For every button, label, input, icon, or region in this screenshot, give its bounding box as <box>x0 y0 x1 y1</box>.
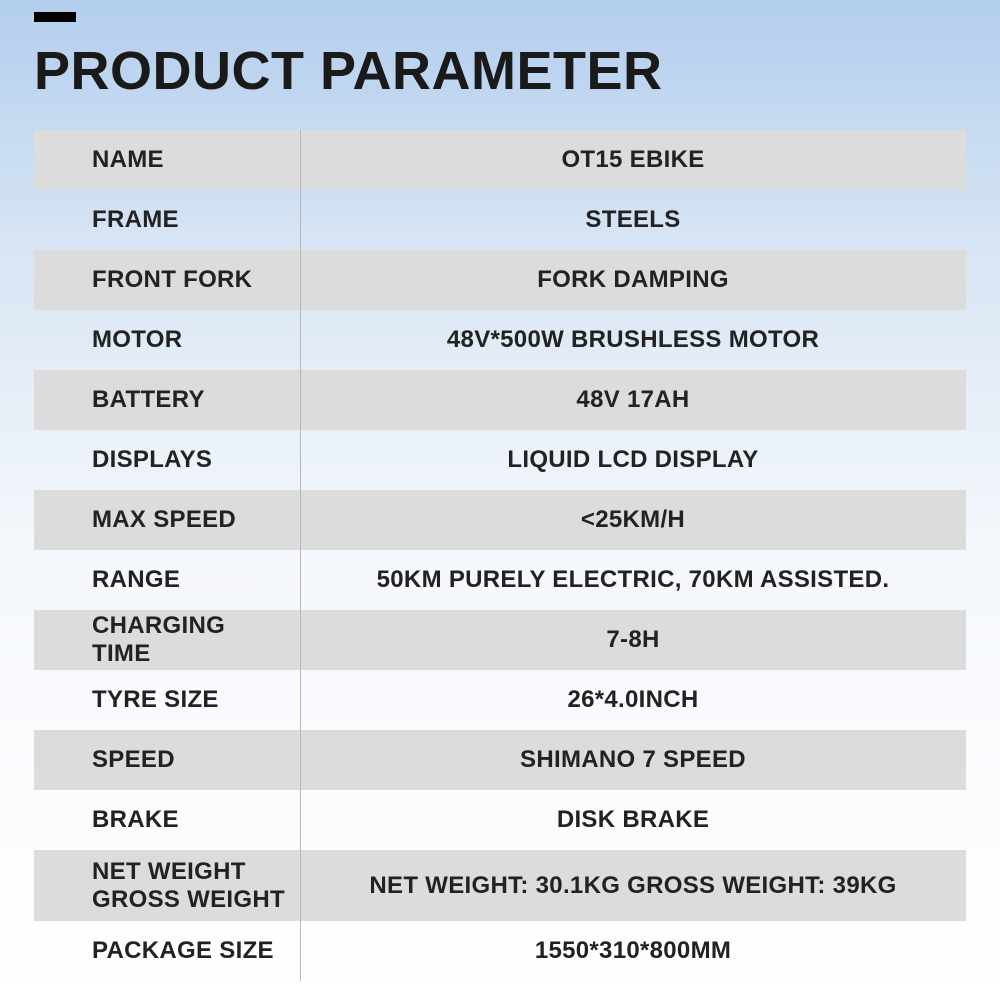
spec-label: DISPLAYS <box>34 446 300 474</box>
spec-label: BRAKE <box>34 806 300 834</box>
spec-value: NET WEIGHT: 30.1KG GROSS WEIGHT: 39KG <box>300 872 966 900</box>
spec-value: SHIMANO 7 SPEED <box>300 746 966 774</box>
spec-value: 7-8H <box>300 626 966 654</box>
table-row: BRAKEDISK BRAKE <box>34 790 966 850</box>
spec-label: FRAME <box>34 206 300 234</box>
table-row: NET WEIGHT GROSS WEIGHTNET WEIGHT: 30.1K… <box>34 850 966 921</box>
spec-label: CHARGING TIME <box>34 612 300 668</box>
table-row: RANGE50KM PURELY ELECTRIC, 70KM ASSISTED… <box>34 550 966 610</box>
page-container: PRODUCT PARAMETER NAMEOT15 EBIKEFRAMESTE… <box>0 0 1000 981</box>
table-row: DISPLAYSLIQUID LCD DISPLAY <box>34 430 966 490</box>
spec-value: LIQUID LCD DISPLAY <box>300 446 966 474</box>
spec-label: BATTERY <box>34 386 300 414</box>
spec-value: 48V 17AH <box>300 386 966 414</box>
spec-value: OT15 EBIKE <box>300 146 966 174</box>
page-title: PRODUCT PARAMETER <box>34 40 966 102</box>
column-divider <box>300 130 301 981</box>
spec-value: 48V*500W BRUSHLESS MOTOR <box>300 326 966 354</box>
spec-label: TYRE SIZE <box>34 686 300 714</box>
table-row: SPEEDSHIMANO 7 SPEED <box>34 730 966 790</box>
spec-label: NET WEIGHT GROSS WEIGHT <box>34 850 300 921</box>
table-row: CHARGING TIME7-8H <box>34 610 966 670</box>
spec-value: 50KM PURELY ELECTRIC, 70KM ASSISTED. <box>300 566 966 594</box>
table-row: MAX SPEED<25KM/H <box>34 490 966 550</box>
spec-label: NAME <box>34 146 300 174</box>
table-row: FRAMESTEELS <box>34 190 966 250</box>
spec-value: 1550*310*800MM <box>300 937 966 965</box>
accent-bar <box>34 12 76 22</box>
spec-label: MAX SPEED <box>34 506 300 534</box>
spec-label: MOTOR <box>34 326 300 354</box>
spec-label: PACKAGE SIZE <box>34 937 300 965</box>
spec-value: FORK DAMPING <box>300 266 966 294</box>
spec-value: 26*4.0INCH <box>300 686 966 714</box>
spec-label: SPEED <box>34 746 300 774</box>
spec-value: <25KM/H <box>300 506 966 534</box>
table-row: FRONT FORKFORK DAMPING <box>34 250 966 310</box>
table-row: TYRE SIZE26*4.0INCH <box>34 670 966 730</box>
spec-label: RANGE <box>34 566 300 594</box>
spec-table: NAMEOT15 EBIKEFRAMESTEELSFRONT FORKFORK … <box>34 130 966 981</box>
spec-value: STEELS <box>300 206 966 234</box>
table-row: MOTOR48V*500W BRUSHLESS MOTOR <box>34 310 966 370</box>
table-row: PACKAGE SIZE1550*310*800MM <box>34 921 966 981</box>
spec-value: DISK BRAKE <box>300 806 966 834</box>
spec-label: FRONT FORK <box>34 266 300 294</box>
table-row: BATTERY48V 17AH <box>34 370 966 430</box>
table-row: NAMEOT15 EBIKE <box>34 130 966 190</box>
